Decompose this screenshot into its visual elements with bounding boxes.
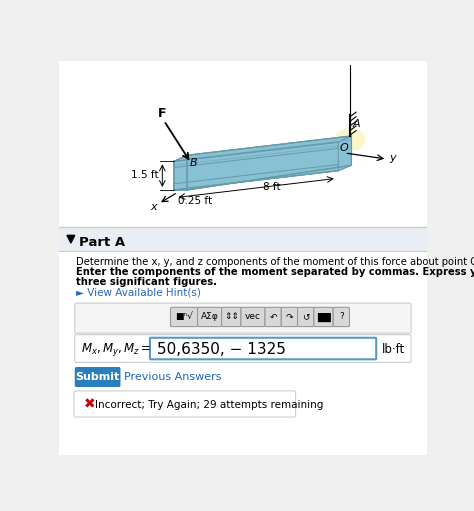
Text: ⇕⇕: ⇕⇕ bbox=[224, 312, 239, 321]
Polygon shape bbox=[174, 142, 338, 190]
Text: 1.5 ft: 1.5 ft bbox=[131, 170, 159, 180]
Text: O: O bbox=[340, 144, 348, 153]
FancyBboxPatch shape bbox=[74, 391, 296, 417]
Text: ██: ██ bbox=[317, 312, 330, 321]
FancyBboxPatch shape bbox=[75, 335, 411, 362]
Text: 0.25 ft: 0.25 ft bbox=[178, 196, 212, 206]
Ellipse shape bbox=[334, 128, 365, 151]
Polygon shape bbox=[174, 136, 351, 161]
FancyBboxPatch shape bbox=[298, 307, 314, 327]
Text: $M_x, M_y, M_z =$: $M_x, M_y, M_z =$ bbox=[81, 341, 151, 358]
Text: 50,6350, − 1325: 50,6350, − 1325 bbox=[157, 342, 286, 357]
Text: ► View Available Hint(s): ► View Available Hint(s) bbox=[76, 287, 201, 297]
Text: vec: vec bbox=[245, 312, 261, 321]
FancyBboxPatch shape bbox=[314, 307, 333, 327]
Text: Part A: Part A bbox=[79, 236, 125, 249]
FancyBboxPatch shape bbox=[59, 61, 427, 227]
Text: Determine the x, y, and z components of the moment of this force about point O.: Determine the x, y, and z components of … bbox=[76, 258, 474, 267]
FancyBboxPatch shape bbox=[75, 303, 411, 333]
Text: F: F bbox=[158, 107, 166, 120]
Text: Previous Answers: Previous Answers bbox=[124, 372, 222, 382]
Text: 8 ft: 8 ft bbox=[263, 181, 281, 192]
Polygon shape bbox=[67, 236, 75, 243]
Polygon shape bbox=[174, 155, 187, 190]
FancyBboxPatch shape bbox=[59, 227, 427, 251]
Text: x: x bbox=[151, 202, 157, 212]
Text: ↶: ↶ bbox=[269, 312, 277, 321]
Text: ↷: ↷ bbox=[286, 312, 293, 321]
Text: Enter the components of the moment separated by commas. Express your answers in : Enter the components of the moment separ… bbox=[76, 267, 474, 277]
Text: Incorrect; Try Again; 29 attempts remaining: Incorrect; Try Again; 29 attempts remain… bbox=[95, 400, 323, 410]
Polygon shape bbox=[187, 136, 351, 190]
Text: ↺: ↺ bbox=[302, 312, 310, 321]
Polygon shape bbox=[174, 165, 351, 190]
FancyBboxPatch shape bbox=[333, 307, 349, 327]
FancyBboxPatch shape bbox=[222, 307, 241, 327]
FancyBboxPatch shape bbox=[75, 367, 120, 387]
FancyBboxPatch shape bbox=[59, 251, 427, 455]
Text: Submit: Submit bbox=[75, 372, 119, 382]
Text: ■ⁿ√: ■ⁿ√ bbox=[175, 312, 193, 321]
Text: ✖: ✖ bbox=[84, 398, 96, 412]
FancyBboxPatch shape bbox=[171, 307, 198, 327]
Text: ?: ? bbox=[339, 312, 344, 321]
Text: A: A bbox=[353, 119, 361, 129]
FancyBboxPatch shape bbox=[265, 307, 281, 327]
Text: B: B bbox=[190, 158, 197, 168]
Text: three significant figures.: three significant figures. bbox=[76, 276, 217, 287]
FancyBboxPatch shape bbox=[241, 307, 265, 327]
FancyBboxPatch shape bbox=[150, 338, 376, 359]
FancyBboxPatch shape bbox=[198, 307, 222, 327]
FancyBboxPatch shape bbox=[281, 307, 298, 327]
Text: y: y bbox=[390, 153, 396, 162]
Text: AΣφ: AΣφ bbox=[201, 312, 219, 321]
Text: lb·ft: lb·ft bbox=[382, 343, 405, 356]
